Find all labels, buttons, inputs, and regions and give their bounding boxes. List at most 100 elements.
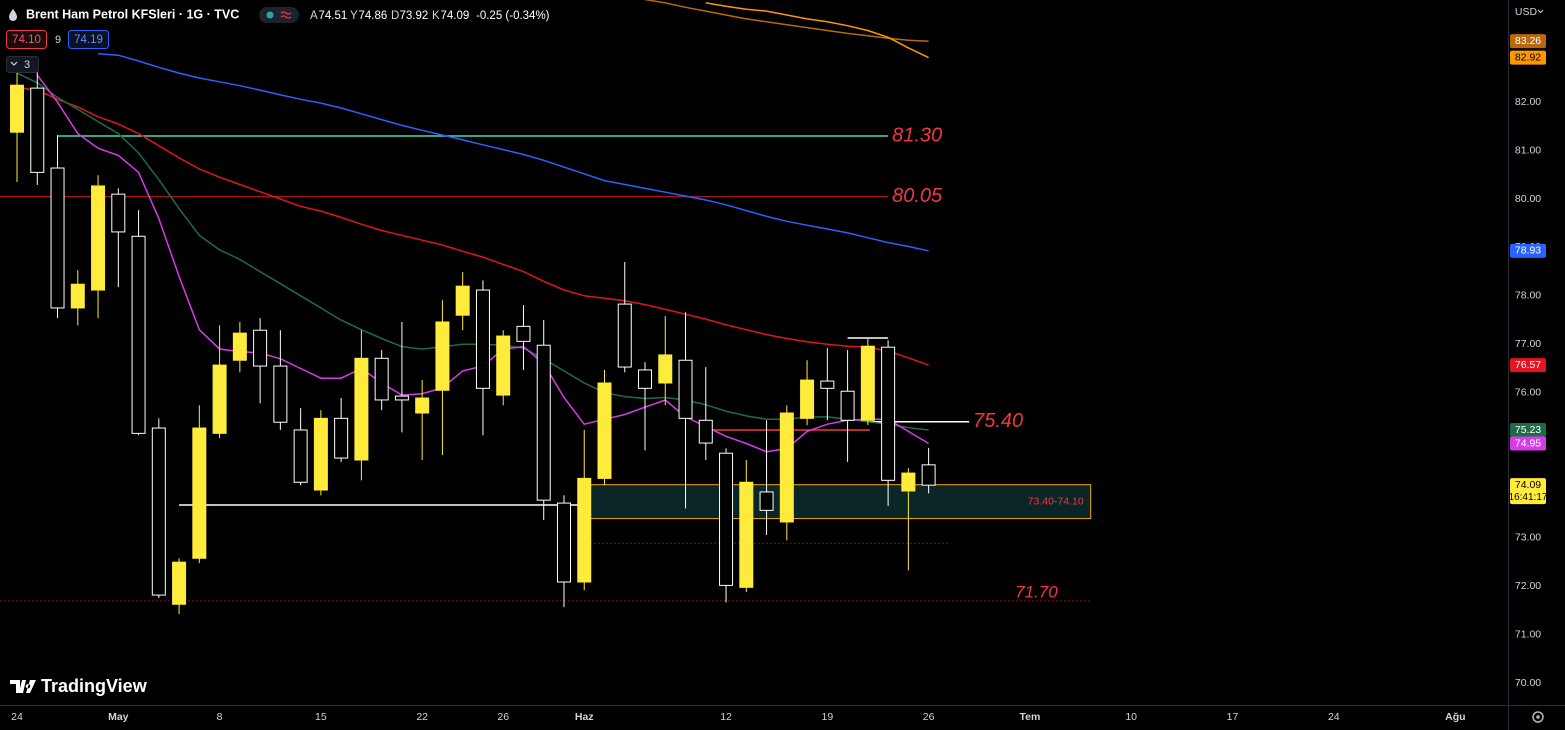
candle-body	[779, 412, 794, 523]
y-tick-label: 72.00	[1515, 580, 1541, 592]
candle-body	[151, 427, 166, 596]
candle-body	[415, 397, 430, 414]
buy-price: 74.19	[74, 34, 103, 46]
candle-body	[273, 365, 288, 423]
candle-body	[840, 390, 855, 421]
x-tick-label: 19	[821, 711, 833, 723]
price-zone	[584, 484, 1092, 520]
x-tick-label: 22	[416, 711, 428, 723]
buy-button[interactable]	[68, 30, 109, 49]
candle-body	[820, 380, 835, 389]
candle-body	[719, 452, 734, 586]
candle-body	[617, 303, 632, 368]
level-label: 75.40	[973, 410, 1023, 432]
ohlc-value: 74.51	[319, 10, 348, 22]
candle-body	[678, 359, 693, 419]
y-tick-label: 73.00	[1515, 532, 1541, 544]
indicator-count: 3	[24, 59, 30, 71]
candle-body	[131, 235, 146, 434]
candle-body	[597, 382, 612, 479]
candle-body	[496, 335, 511, 396]
y-tick-label: 77.00	[1515, 338, 1541, 350]
candle-body	[50, 167, 65, 309]
axes: 70.0071.0072.0073.0074.0075.0076.0077.00…	[11, 34, 1548, 723]
sell-button[interactable]	[6, 30, 47, 49]
candle-body	[212, 364, 227, 434]
candle-body	[860, 345, 875, 421]
candle-body	[658, 354, 673, 384]
x-tick-label: 26	[923, 711, 935, 723]
x-tick-label: 24	[1328, 711, 1340, 723]
symbol-icon	[9, 9, 17, 21]
countdown: 16:41:17	[1509, 492, 1548, 503]
candle-body	[10, 84, 25, 133]
price-tag	[1510, 436, 1546, 451]
y-tick-label: 71.00	[1515, 629, 1541, 641]
symbol-title[interactable]: Brent Ham Petrol KFSleri · 1G · TVC	[26, 7, 239, 21]
moving-average	[16, 86, 929, 366]
settings-icon[interactable]	[1532, 711, 1544, 723]
price-tag-label: 75.23	[1515, 424, 1541, 436]
y-tick-label: 81.00	[1515, 144, 1541, 156]
candle-body	[91, 185, 106, 291]
candle-body	[556, 502, 571, 583]
x-tick-label: Haz	[575, 711, 594, 723]
level-label: 80.05	[892, 185, 943, 207]
candle-body	[800, 379, 815, 419]
ohlc-value: 74.86	[359, 10, 388, 22]
candle-body	[901, 472, 916, 492]
sell-price: 74.10	[12, 34, 41, 46]
candle-body	[293, 429, 308, 483]
last-price-tag	[1510, 478, 1546, 505]
candle-body	[516, 325, 531, 342]
price-tag	[1510, 50, 1546, 65]
moving-average	[644, 0, 929, 42]
candle-body	[192, 427, 207, 559]
y-tick-label: 78.00	[1515, 290, 1541, 302]
moving-average	[705, 2, 929, 59]
ohlc-key: D	[391, 10, 399, 22]
candle-body	[577, 477, 592, 583]
y-tick-label: 82.00	[1515, 96, 1541, 108]
candle-body	[435, 321, 450, 391]
candle-body	[313, 417, 328, 491]
zone-label: 73.40-74.10	[1028, 495, 1084, 507]
candle-body	[638, 369, 653, 389]
candle-body	[475, 289, 490, 389]
candle-body	[70, 283, 85, 309]
chevron-icon	[10, 61, 18, 66]
last-price-tag-label: 74.09	[1515, 479, 1541, 491]
candle-body	[232, 332, 247, 361]
data-status-icon	[280, 11, 292, 19]
indicators-toggle[interactable]	[6, 56, 39, 73]
status-pill[interactable]	[259, 7, 299, 23]
ohlc-value: 73.92	[400, 10, 429, 22]
price-tag	[1510, 422, 1546, 437]
candle-body	[374, 357, 389, 401]
price-tag	[1510, 358, 1546, 373]
x-tick-label: May	[108, 711, 129, 723]
candle-body	[739, 481, 754, 588]
y-tick-label: 76.00	[1515, 386, 1541, 398]
currency-selector[interactable]: USD	[1515, 6, 1538, 18]
y-tick-label: 70.00	[1515, 677, 1541, 689]
x-tick-label: 12	[720, 711, 732, 723]
candle-body	[455, 285, 470, 316]
x-tick-label: 10	[1125, 711, 1137, 723]
price-tag	[1510, 243, 1546, 258]
watermark: TradingView	[41, 676, 148, 696]
candle-body	[334, 417, 349, 459]
ohlc-key: Y	[350, 10, 358, 22]
price-tag-label: 83.26	[1515, 35, 1541, 47]
change-label: -0.25 (-0.34%)	[476, 10, 550, 22]
candle-body	[921, 464, 936, 486]
candle-body	[253, 329, 268, 367]
spread: 9	[55, 34, 61, 46]
x-tick-label: Tem	[1020, 711, 1041, 723]
level-label: 81.30	[892, 124, 942, 146]
price-tag-label: 78.93	[1515, 245, 1541, 257]
candle-body	[354, 357, 369, 461]
level-label: 71.70	[1015, 582, 1058, 601]
